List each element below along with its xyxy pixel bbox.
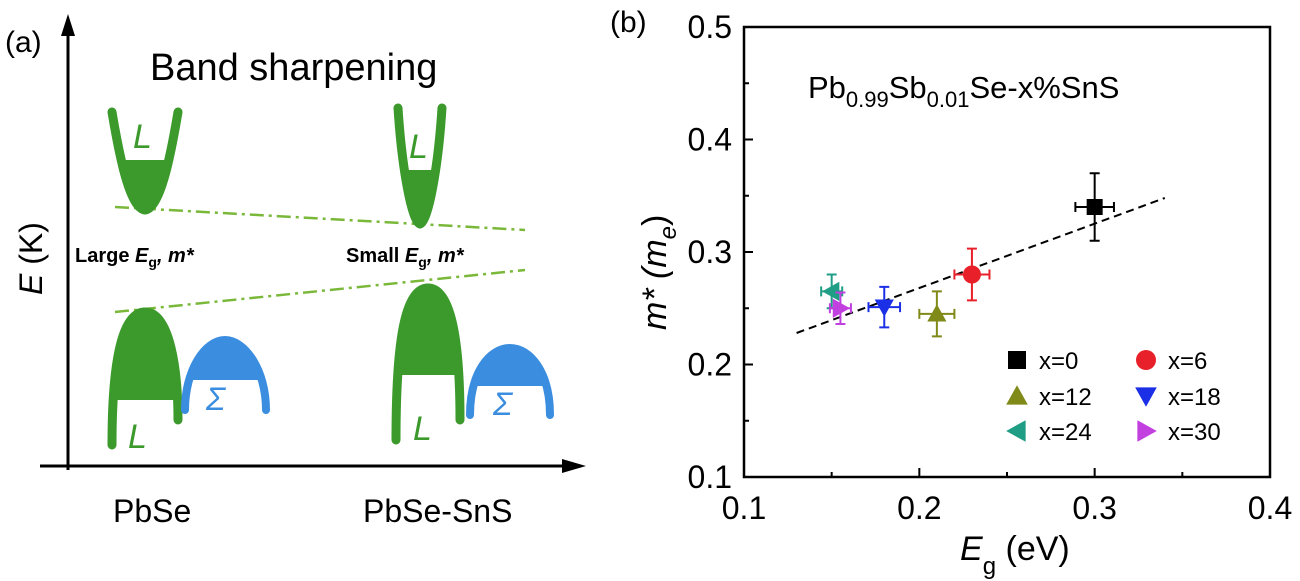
horizontal-axis-arrowhead — [562, 459, 586, 473]
pbse-sns-conduction-band: L — [393, 103, 447, 229]
x-tick-label: 0.2 — [897, 490, 941, 526]
marker-triangle-up — [927, 304, 947, 322]
legend-label: x=18 — [1168, 384, 1221, 411]
linear-fit-line — [796, 197, 1166, 334]
marker-square — [1086, 199, 1103, 215]
y-tick-label: 0.1 — [688, 459, 732, 495]
panel-a-label: (a) — [5, 26, 42, 59]
data-points — [820, 172, 1115, 338]
marker-triangle-left — [822, 281, 840, 301]
legend-label: x=12 — [1039, 384, 1092, 411]
legend-entry: x=0 — [1008, 348, 1078, 375]
legend-label: x=0 — [1039, 348, 1078, 375]
pbse-sns-name: PbSe-SnS — [363, 493, 512, 529]
energy-axis-label: E (K) — [13, 222, 49, 295]
legend-entry: x=30 — [1137, 419, 1221, 446]
legend-marker-triangle-right — [1137, 420, 1157, 442]
x-tick-label: 0.4 — [1248, 490, 1292, 526]
pbse-sns-valence-label: L — [413, 410, 432, 448]
y-tick-label: 0.2 — [688, 347, 732, 383]
legend-entry: x=6 — [1136, 348, 1207, 375]
x-tick-label: 0.1 — [722, 490, 766, 526]
legend-marker-triangle-down — [1135, 387, 1157, 407]
panel-b-label: (b) — [610, 6, 647, 39]
svg-text:m* (me): m* (me) — [636, 215, 682, 330]
panel-a-title: Band sharpening — [150, 47, 437, 89]
panel-a: (a) Band sharpening E (K) L L Σ — [5, 14, 586, 529]
valence-guide-line — [114, 268, 526, 314]
data-point-x-6 — [953, 247, 991, 302]
legend-label: x=6 — [1168, 348, 1207, 375]
pbse-valence-band: L — [107, 307, 183, 456]
panel-b: (b) 0.1 0.2 0.3 0.4 0.1 0.2 0.3 0.4 0.5 Pb0.99Sb… — [610, 6, 1292, 580]
pbse-sns-conduction-label: L — [409, 128, 428, 166]
energy-axis-arrowhead — [61, 14, 75, 36]
svg-text:E (K): E (K) — [13, 222, 49, 295]
pbse-sigma-band: Σ — [181, 335, 270, 417]
legend: x=0 x=6 x=12 x=18 x=24 x=30 — [1006, 348, 1221, 446]
pbse-sns-sigma-label: Σ — [492, 386, 514, 422]
pbse-conduction-label: L — [133, 118, 152, 156]
x-tick-label: 0.3 — [1072, 490, 1116, 526]
pbse-name: PbSe — [113, 493, 191, 529]
data-point-x-30 — [828, 291, 852, 325]
legend-entry: x=18 — [1135, 384, 1221, 411]
pbse-sigma-label: Σ — [205, 381, 227, 417]
legend-marker-circle — [1136, 350, 1156, 370]
legend-label: x=24 — [1039, 419, 1092, 446]
pbse-sns-valence-band: L — [391, 283, 465, 448]
pbse-valence-label: L — [128, 418, 147, 456]
legend-entry: x=24 — [1006, 419, 1092, 446]
y-tick-label: 0.5 — [688, 9, 732, 45]
pbse-sns-sigma-band: Σ — [466, 343, 554, 422]
conduction-guide-line — [114, 205, 526, 232]
marker-circle — [962, 265, 981, 284]
data-point-x-0 — [1074, 172, 1115, 242]
pbse-caption: Large Eg, m* — [75, 245, 195, 270]
legend-marker-triangle-left — [1006, 420, 1026, 442]
data-point-x-12 — [918, 290, 956, 338]
pbse-sns-caption: Small Eg, m* — [346, 245, 465, 270]
marker-triangle-down — [874, 299, 894, 317]
legend-label: x=30 — [1168, 419, 1221, 446]
y-tick-label: 0.3 — [688, 234, 732, 270]
pbse-conduction-band: L — [107, 107, 183, 215]
y-tick-label: 0.4 — [688, 122, 732, 158]
y-axis-label: m* (me) — [636, 215, 682, 330]
fit-line-layer — [796, 197, 1166, 334]
legend-entry: x=12 — [1006, 384, 1092, 411]
legend-marker-square — [1008, 351, 1026, 369]
legend-marker-triangle-up — [1006, 385, 1028, 405]
composition-annotation: Pb0.99Sb0.01Se-x%SnS — [808, 70, 1119, 112]
axis-ticks: 0.1 0.2 0.3 0.4 0.1 0.2 0.3 0.4 0.5 — [688, 9, 1293, 526]
x-axis-label: Eg (eV) — [960, 530, 1070, 580]
data-point-x-18 — [867, 285, 902, 329]
marker-triangle-right — [832, 298, 851, 318]
